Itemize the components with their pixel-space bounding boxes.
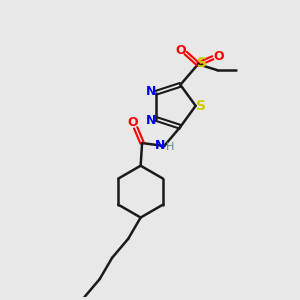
Text: S: S xyxy=(197,56,207,70)
Text: N: N xyxy=(146,114,156,127)
Text: N: N xyxy=(155,140,165,152)
Text: N: N xyxy=(146,85,156,98)
Text: O: O xyxy=(213,50,224,63)
Text: O: O xyxy=(176,44,186,57)
Text: O: O xyxy=(128,116,138,129)
Text: S: S xyxy=(196,99,206,113)
Text: H: H xyxy=(166,142,174,152)
